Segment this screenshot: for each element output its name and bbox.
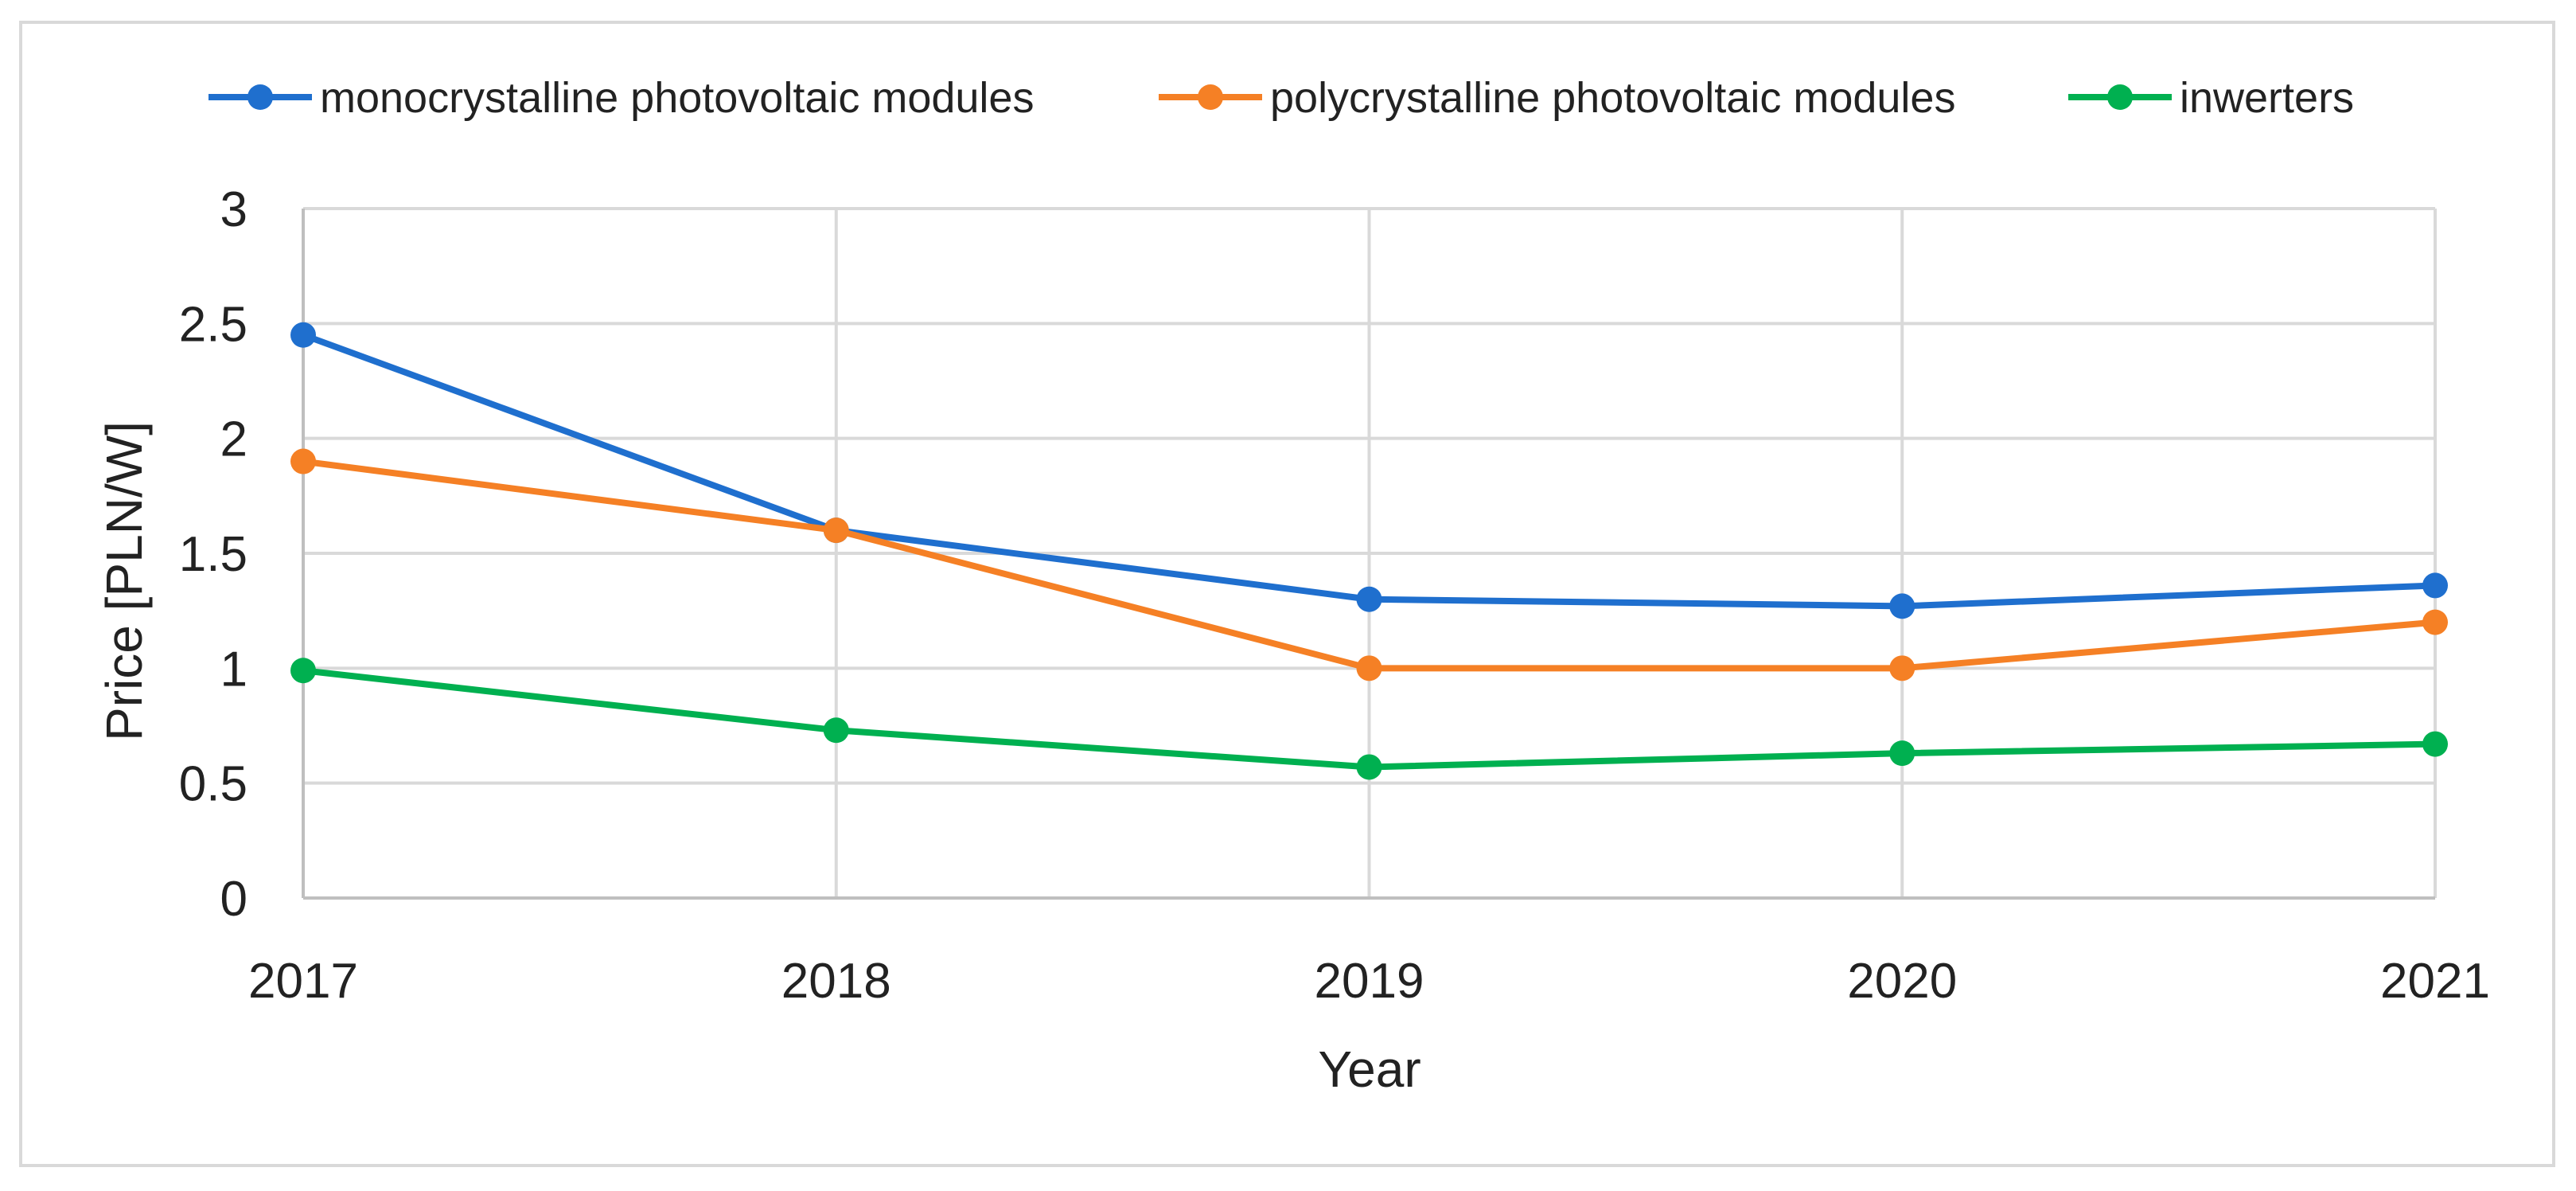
- x-tick-label: 2021: [2380, 954, 2490, 1009]
- legend-label: inwerters: [2180, 74, 2354, 122]
- legend-swatch-marker: [2107, 84, 2133, 110]
- y-tick-label: 1.5: [179, 527, 247, 582]
- y-tick-label: 2: [220, 412, 247, 467]
- legend-swatch-marker: [1198, 84, 1223, 110]
- y-axis-title: Price [PLN/W]: [95, 421, 153, 741]
- data-point: [290, 658, 316, 684]
- data-point: [2422, 609, 2448, 635]
- data-point: [290, 448, 316, 474]
- legend-label: monocrystalline photovoltaic modules: [320, 74, 1034, 122]
- y-tick-label: 2.5: [179, 297, 247, 352]
- y-tick-label: 0.5: [179, 757, 247, 812]
- data-point: [823, 517, 849, 544]
- data-point: [1889, 655, 1915, 681]
- x-tick-label: 2018: [781, 954, 891, 1009]
- x-tick-label: 2020: [1847, 954, 1957, 1009]
- data-point: [823, 717, 849, 744]
- chart-border: [19, 21, 2555, 1167]
- x-tick-label: 2019: [1315, 954, 1424, 1009]
- data-point: [1889, 740, 1915, 767]
- data-point: [1889, 593, 1915, 619]
- tick-labels: 0 0.5 1 1.5 2 2.5 3 2017 2018 2019 2020 2021: [179, 182, 2490, 1009]
- data-point: [1356, 655, 1382, 681]
- y-tick-label: 3: [220, 182, 247, 237]
- data-point: [1356, 754, 1382, 780]
- x-axis-title: Year: [1318, 1041, 1421, 1098]
- gridlines: [303, 207, 2437, 898]
- y-tick-label: 1: [220, 642, 247, 697]
- x-tick-label: 2017: [248, 954, 358, 1009]
- data-point: [290, 322, 316, 348]
- series-lines: [290, 322, 2448, 780]
- data-point: [1356, 586, 1382, 612]
- legend-label: polycrystalline photovoltaic modules: [1270, 74, 1955, 122]
- legend: monocrystalline photovoltaic modules poly…: [208, 74, 2354, 122]
- data-point: [2422, 572, 2448, 599]
- data-point: [2422, 731, 2448, 757]
- y-tick-label: 0: [220, 872, 247, 927]
- legend-swatch-marker: [247, 84, 273, 110]
